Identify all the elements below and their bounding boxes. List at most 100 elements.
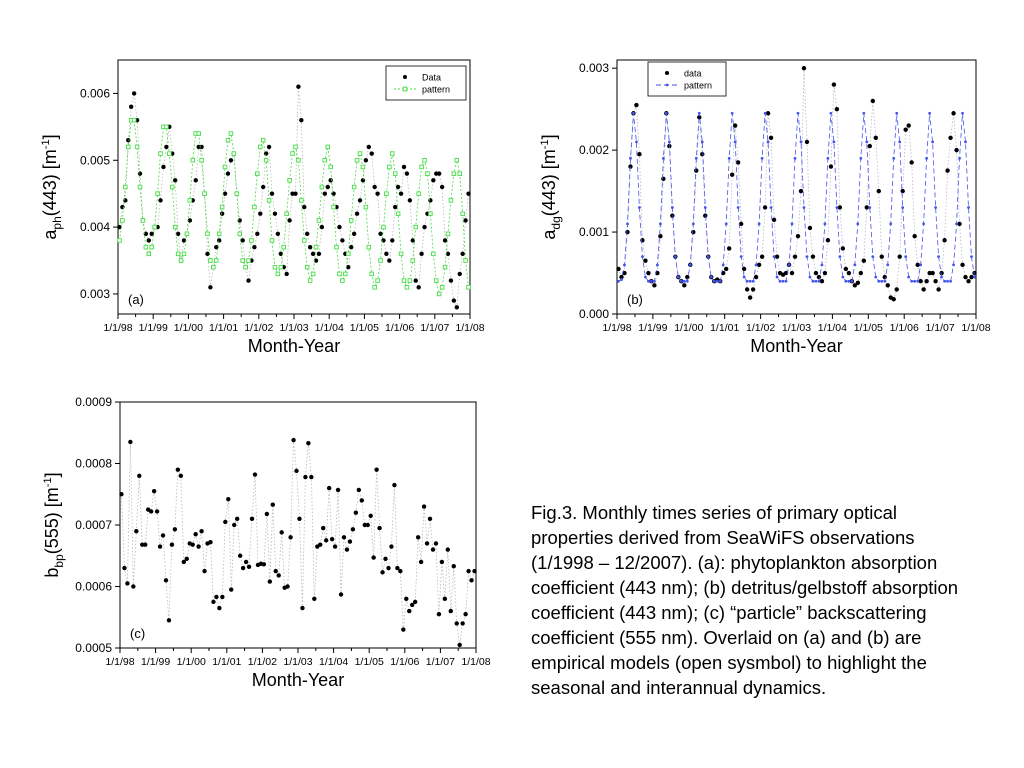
data-point bbox=[175, 467, 181, 472]
pattern-point bbox=[466, 285, 471, 290]
data-point bbox=[867, 143, 872, 149]
pattern-point bbox=[799, 140, 803, 144]
data-point bbox=[146, 238, 151, 243]
data-point bbox=[807, 225, 813, 231]
pattern-point bbox=[222, 164, 228, 170]
chart-panel-a: 0.003 0.004 0.005 0.006 1/1/98 1/1/99 1/1/00 1/… bbox=[40, 59, 485, 356]
pattern-point bbox=[334, 244, 339, 250]
data-point bbox=[454, 305, 459, 310]
data-point bbox=[433, 541, 439, 546]
y-tick-label: 0.002 bbox=[579, 143, 609, 157]
data-point bbox=[255, 231, 260, 236]
data-point bbox=[460, 621, 465, 626]
chart-panel-b: 0.000 0.001 0.002 0.003 1/1/98 1/1/99 1/1/00 1/… bbox=[539, 59, 991, 356]
data-point bbox=[685, 274, 690, 280]
data-point bbox=[694, 168, 699, 173]
data-point bbox=[415, 535, 421, 540]
panel-label: (c) bbox=[130, 626, 145, 641]
x-tick-label: 1/1/04 bbox=[319, 656, 348, 668]
data-point bbox=[310, 251, 316, 257]
pattern-point bbox=[811, 279, 815, 283]
pattern-point bbox=[778, 279, 782, 283]
data-point bbox=[882, 274, 887, 280]
pattern-point bbox=[211, 264, 216, 270]
data-point bbox=[219, 211, 225, 216]
data-point bbox=[619, 274, 624, 280]
pattern-point bbox=[874, 275, 878, 279]
data-point bbox=[325, 184, 330, 190]
data-point bbox=[266, 144, 272, 150]
data-point bbox=[287, 218, 292, 223]
data-point bbox=[344, 547, 350, 552]
data-point bbox=[288, 535, 293, 540]
data-point bbox=[646, 270, 651, 276]
pattern-point bbox=[331, 204, 336, 210]
data-point bbox=[137, 473, 142, 478]
pattern-point bbox=[697, 111, 701, 115]
pattern-point bbox=[889, 222, 893, 226]
pattern-point bbox=[214, 258, 219, 263]
pattern-point bbox=[375, 278, 380, 283]
y-tick-label: 0.003 bbox=[579, 61, 609, 75]
pattern-point bbox=[626, 222, 629, 226]
data-point bbox=[906, 123, 911, 128]
pattern-point bbox=[709, 275, 713, 279]
pattern-point bbox=[381, 224, 386, 230]
data-point bbox=[948, 135, 953, 141]
data-point bbox=[217, 605, 222, 611]
data-point bbox=[903, 127, 908, 132]
data-point bbox=[410, 238, 415, 243]
data-point bbox=[326, 485, 332, 491]
data-point bbox=[825, 238, 831, 243]
data-point bbox=[846, 270, 852, 276]
data-point bbox=[131, 91, 137, 96]
series-line-Data bbox=[119, 86, 469, 308]
data-point bbox=[275, 231, 281, 236]
pattern-point bbox=[228, 131, 234, 136]
data-point bbox=[322, 191, 327, 196]
pattern-point bbox=[958, 156, 961, 160]
pattern-point bbox=[682, 279, 686, 283]
pattern-point bbox=[650, 279, 653, 283]
pattern-point bbox=[853, 263, 857, 267]
data-point bbox=[335, 487, 341, 493]
data-point bbox=[172, 527, 178, 532]
y-tick-label: 0.0007 bbox=[75, 518, 112, 532]
pattern-point bbox=[219, 204, 225, 210]
data-point bbox=[870, 98, 875, 104]
pattern-point bbox=[340, 278, 345, 283]
data-point bbox=[436, 611, 442, 617]
pattern-point bbox=[445, 231, 451, 237]
data-point bbox=[149, 231, 154, 236]
pattern-point bbox=[721, 263, 725, 267]
pattern-point bbox=[877, 279, 881, 283]
x-tick-label: 1/1/08 bbox=[961, 322, 990, 334]
legend-marker bbox=[665, 83, 669, 87]
data-point bbox=[264, 511, 270, 517]
pattern-point bbox=[820, 263, 824, 267]
legend: data pattern bbox=[647, 61, 727, 97]
data-point bbox=[774, 254, 780, 259]
data-point bbox=[125, 581, 130, 586]
data-point bbox=[691, 229, 696, 235]
data-point bbox=[369, 151, 374, 156]
data-point bbox=[697, 115, 702, 120]
data-point bbox=[801, 65, 807, 71]
x-tick-label: 1/1/05 bbox=[854, 322, 883, 334]
x-tick-label: 1/1/01 bbox=[209, 322, 238, 334]
pattern-point bbox=[823, 222, 827, 226]
data-point bbox=[765, 111, 771, 116]
data-point bbox=[418, 559, 424, 565]
data-point bbox=[670, 213, 675, 218]
data-point bbox=[240, 565, 246, 571]
panel-label: (b) bbox=[627, 292, 643, 307]
pattern-point bbox=[304, 264, 310, 270]
pattern-point bbox=[448, 198, 454, 203]
data-point bbox=[700, 152, 705, 157]
pattern-point bbox=[748, 279, 752, 283]
data-point bbox=[306, 441, 311, 446]
x-tick-label: 1/1/99 bbox=[141, 656, 170, 668]
pattern-point bbox=[940, 275, 943, 279]
data-point bbox=[747, 295, 753, 300]
data-point bbox=[753, 274, 759, 280]
